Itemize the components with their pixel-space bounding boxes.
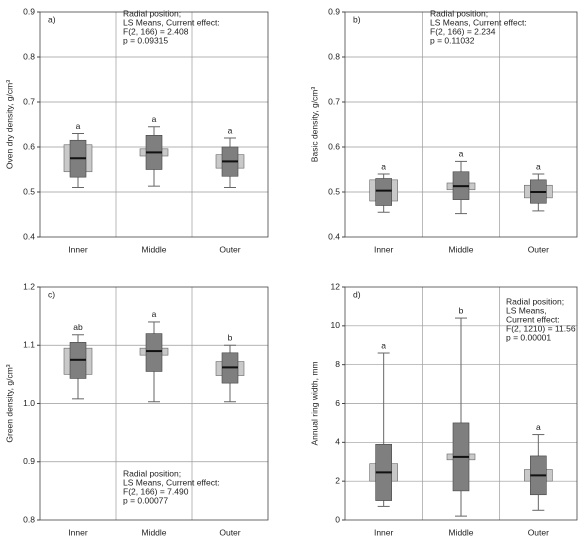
annotation: p = 0.09315 xyxy=(123,35,168,45)
plot-frame xyxy=(344,286,578,521)
group-letter: b xyxy=(228,333,233,343)
x-tick-label: Outer xyxy=(219,527,240,536)
x-tick-label: Inner xyxy=(68,244,88,254)
y-tick-label: 1.1 xyxy=(23,340,35,350)
y-tick-label: 0.5 xyxy=(328,186,340,196)
y-axis-title: Basic density, g/cm³ xyxy=(309,87,319,163)
group-letter: a xyxy=(381,340,386,350)
group-letter: a xyxy=(76,121,81,131)
y-tick-label: 0.8 xyxy=(23,514,35,524)
y-tick-label: 0.8 xyxy=(328,51,340,61)
group-letter: a xyxy=(152,309,157,319)
group-letter: a xyxy=(536,422,541,432)
annotation: F(2, 166) = 2.234 xyxy=(430,26,496,36)
x-tick-label: Outer xyxy=(528,527,549,536)
panel-label: c) xyxy=(48,289,55,299)
plot-frame xyxy=(39,11,269,238)
annotation: LS Means, xyxy=(506,305,547,315)
plot-frame xyxy=(344,11,578,238)
annotation: p = 0.00001 xyxy=(506,332,551,342)
annotation: p = 0.11032 xyxy=(430,35,475,45)
x-tick-label: Middle xyxy=(448,527,473,536)
y-axis-title: Oven dry density, g/cm³ xyxy=(4,80,14,169)
y-tick-label: 0.9 xyxy=(328,6,340,16)
annotation: p = 0.00077 xyxy=(123,495,168,505)
plot-frame xyxy=(39,286,269,521)
annotation: Radial position; xyxy=(123,8,181,18)
group-letter: a xyxy=(381,161,386,171)
x-tick-label: Outer xyxy=(219,244,240,254)
panel-label: b) xyxy=(353,14,361,24)
x-tick-label: Middle xyxy=(448,244,473,254)
panel-label: a) xyxy=(48,14,56,24)
y-tick-label: 6 xyxy=(335,398,340,408)
annotation: F(2, 166) = 7.490 xyxy=(123,486,189,496)
x-tick-label: Inner xyxy=(68,527,88,536)
annotation: LS Means, Current effect: xyxy=(430,17,527,27)
y-tick-label: 0.4 xyxy=(328,231,340,241)
x-tick-label: Middle xyxy=(141,244,166,254)
x-tick-label: Inner xyxy=(374,244,394,254)
annotation: F(2, 1210) = 11.56 xyxy=(506,323,576,333)
annotation: LS Means, Current effect: xyxy=(123,17,220,27)
y-tick-label: 1.0 xyxy=(23,398,35,408)
group-letter: b xyxy=(459,305,464,315)
y-tick-label: 10 xyxy=(331,320,341,330)
y-tick-label: 0.7 xyxy=(23,96,35,106)
y-tick-label: 0.7 xyxy=(328,96,340,106)
group-letter: a xyxy=(536,161,541,171)
y-tick-label: 8 xyxy=(335,359,340,369)
x-tick-label: Middle xyxy=(141,527,166,536)
y-tick-label: 0 xyxy=(335,514,340,524)
y-tick-label: 0.6 xyxy=(328,141,340,151)
panel-label: d) xyxy=(353,289,361,299)
y-tick-label: 4 xyxy=(335,437,340,447)
x-tick-label: Outer xyxy=(528,244,549,254)
y-tick-label: 1.2 xyxy=(23,281,35,291)
y-tick-label: 0.8 xyxy=(23,51,35,61)
y-tick-label: 0.6 xyxy=(23,141,35,151)
y-tick-label: 0.9 xyxy=(23,6,35,16)
annotation: Radial position; xyxy=(506,296,564,306)
iqr-box xyxy=(145,333,163,372)
y-axis-title: Green density, g/cm³ xyxy=(4,364,14,442)
annotation: LS Means, Current effect: xyxy=(123,477,220,487)
x-tick-label: Inner xyxy=(374,527,394,536)
iqr-box xyxy=(375,178,392,206)
group-letter: a xyxy=(459,149,464,159)
y-axis-title: Annual ring width, mm xyxy=(309,361,319,445)
group-letter: ab xyxy=(73,322,83,332)
y-tick-label: 2 xyxy=(335,475,340,485)
group-letter: a xyxy=(228,125,233,135)
y-tick-label: 0.5 xyxy=(23,186,35,196)
group-letter: a xyxy=(152,114,157,124)
annotation: Radial position; xyxy=(123,468,181,478)
annotation: Current effect: xyxy=(506,314,560,324)
y-tick-label: 12 xyxy=(331,281,341,291)
annotation: F(2, 166) = 2.408 xyxy=(123,26,189,36)
y-tick-label: 0.9 xyxy=(23,456,35,466)
y-tick-label: 0.4 xyxy=(23,231,35,241)
annotation: Radial position; xyxy=(430,8,488,18)
